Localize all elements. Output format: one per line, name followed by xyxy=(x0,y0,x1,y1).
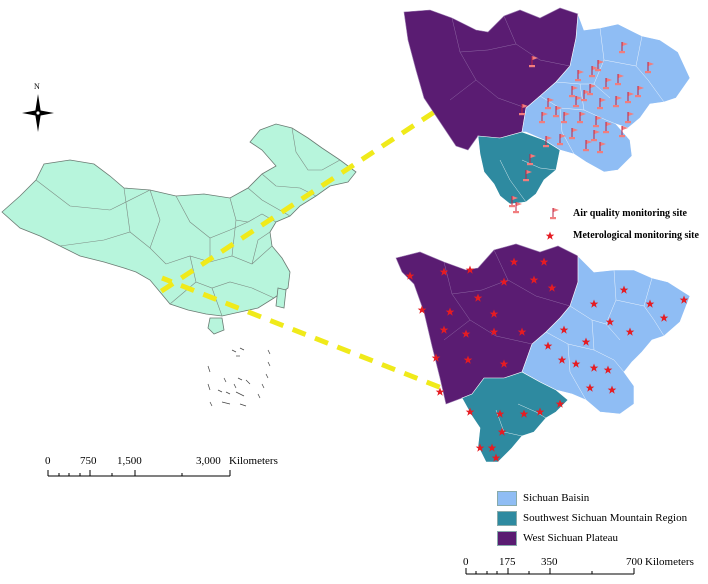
sichuan-map-meteorological xyxy=(395,243,691,463)
legend-air-quality-label: Air quality monitoring site xyxy=(573,208,687,219)
china-mainland xyxy=(1,123,357,317)
china-map xyxy=(1,123,357,407)
region-sichuan-basin-upper xyxy=(521,13,691,173)
scalebar-sichuan xyxy=(465,568,635,575)
hainan-island xyxy=(207,317,225,335)
scalebar-china-tick: 1,500 xyxy=(117,455,142,467)
legend-swatch xyxy=(497,510,517,526)
legend-label: Sichuan Baisin xyxy=(523,492,590,504)
south-sea-islands xyxy=(207,347,271,407)
scalebar-china-unit: Kilometers xyxy=(229,455,278,467)
scalebar-china-tick: 3,000 xyxy=(196,455,221,467)
scalebar-sichuan-tick: 0 xyxy=(463,556,469,568)
legend-meteorological-label: Meterological monitoring site xyxy=(573,230,699,241)
legend-item-southwest-mountain: Southwest Sichuan Mountain Region xyxy=(497,510,687,526)
scalebar-sichuan-unit: Kilometers xyxy=(645,556,694,568)
scalebar-sichuan-tick: 175 xyxy=(499,556,516,568)
legend-label: West Sichuan Plateau xyxy=(523,532,619,544)
flag-icon xyxy=(550,208,559,220)
legend-item-west-plateau: West Sichuan Plateau xyxy=(497,530,618,546)
north-label: N xyxy=(34,82,40,91)
monitoring-legend xyxy=(545,208,559,240)
taiwan-island xyxy=(275,287,287,309)
scalebar-sichuan-tick: 700 xyxy=(626,556,643,568)
star-icon xyxy=(545,231,555,240)
region-southwest-mountain-upper xyxy=(477,131,561,205)
scalebar-china xyxy=(47,470,231,477)
sichuan-map-air-quality xyxy=(403,7,691,214)
connector-lines xyxy=(158,83,476,399)
scalebar-china-tick: 750 xyxy=(80,455,97,467)
connector-lower xyxy=(161,275,463,399)
connector-upper xyxy=(158,83,476,295)
scalebar-sichuan-tick: 350 xyxy=(541,556,558,568)
north-arrow-icon xyxy=(22,94,54,132)
legend-item-sichuan-basin: Sichuan Baisin xyxy=(497,490,589,506)
legend-label: Southwest Sichuan Mountain Region xyxy=(523,512,688,524)
legend-swatch xyxy=(497,530,517,546)
scalebar-china-tick: 0 xyxy=(45,455,51,467)
legend-swatch xyxy=(497,490,517,506)
region-sichuan-basin-lower xyxy=(521,255,691,415)
